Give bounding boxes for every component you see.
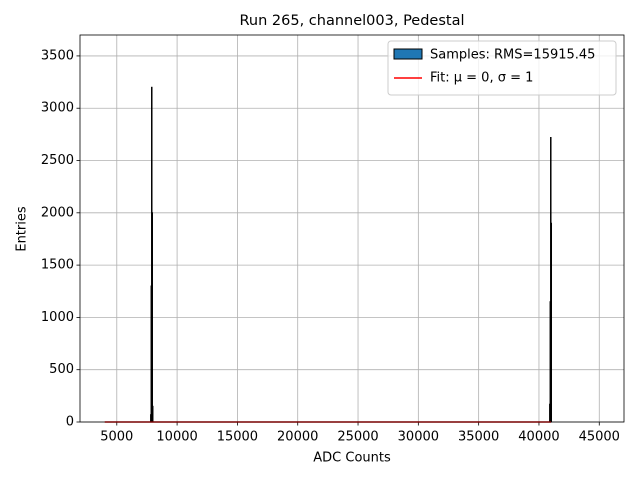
x-tick-label: 10000 [156,430,197,445]
y-axis-label: Entries [15,206,30,252]
x-tick-label: 30000 [398,430,439,445]
x-tick-label: 35000 [458,430,499,445]
x-tick-label: 45000 [579,430,620,445]
y-tick-label: 2500 [41,153,74,168]
legend-label: Fit: μ = 0, σ = 1 [430,71,533,86]
y-tick-label: 2000 [41,205,74,220]
legend-swatch [393,48,423,60]
x-tick-label: 40000 [518,430,559,445]
y-tick-label: 3500 [41,48,74,63]
x-tick-label: 15000 [217,430,258,445]
y-tick-label: 1000 [41,310,74,325]
y-tick-label: 3000 [41,101,74,116]
x-tick-label: 20000 [277,430,318,445]
chart-title: Run 265, channel003, Pedestal [239,13,464,29]
y-tick-label: 500 [49,362,74,377]
y-tick-label: 0 [66,415,74,430]
plot-frame [79,34,625,423]
x-axis-label: ADC Counts [313,451,391,466]
x-tick-label: 5000 [100,430,133,445]
y-tick-label: 1500 [41,258,74,273]
legend-label: Samples: RMS=15915.45 [430,48,595,63]
x-tick-label: 25000 [337,430,378,445]
legend-box [387,40,617,96]
